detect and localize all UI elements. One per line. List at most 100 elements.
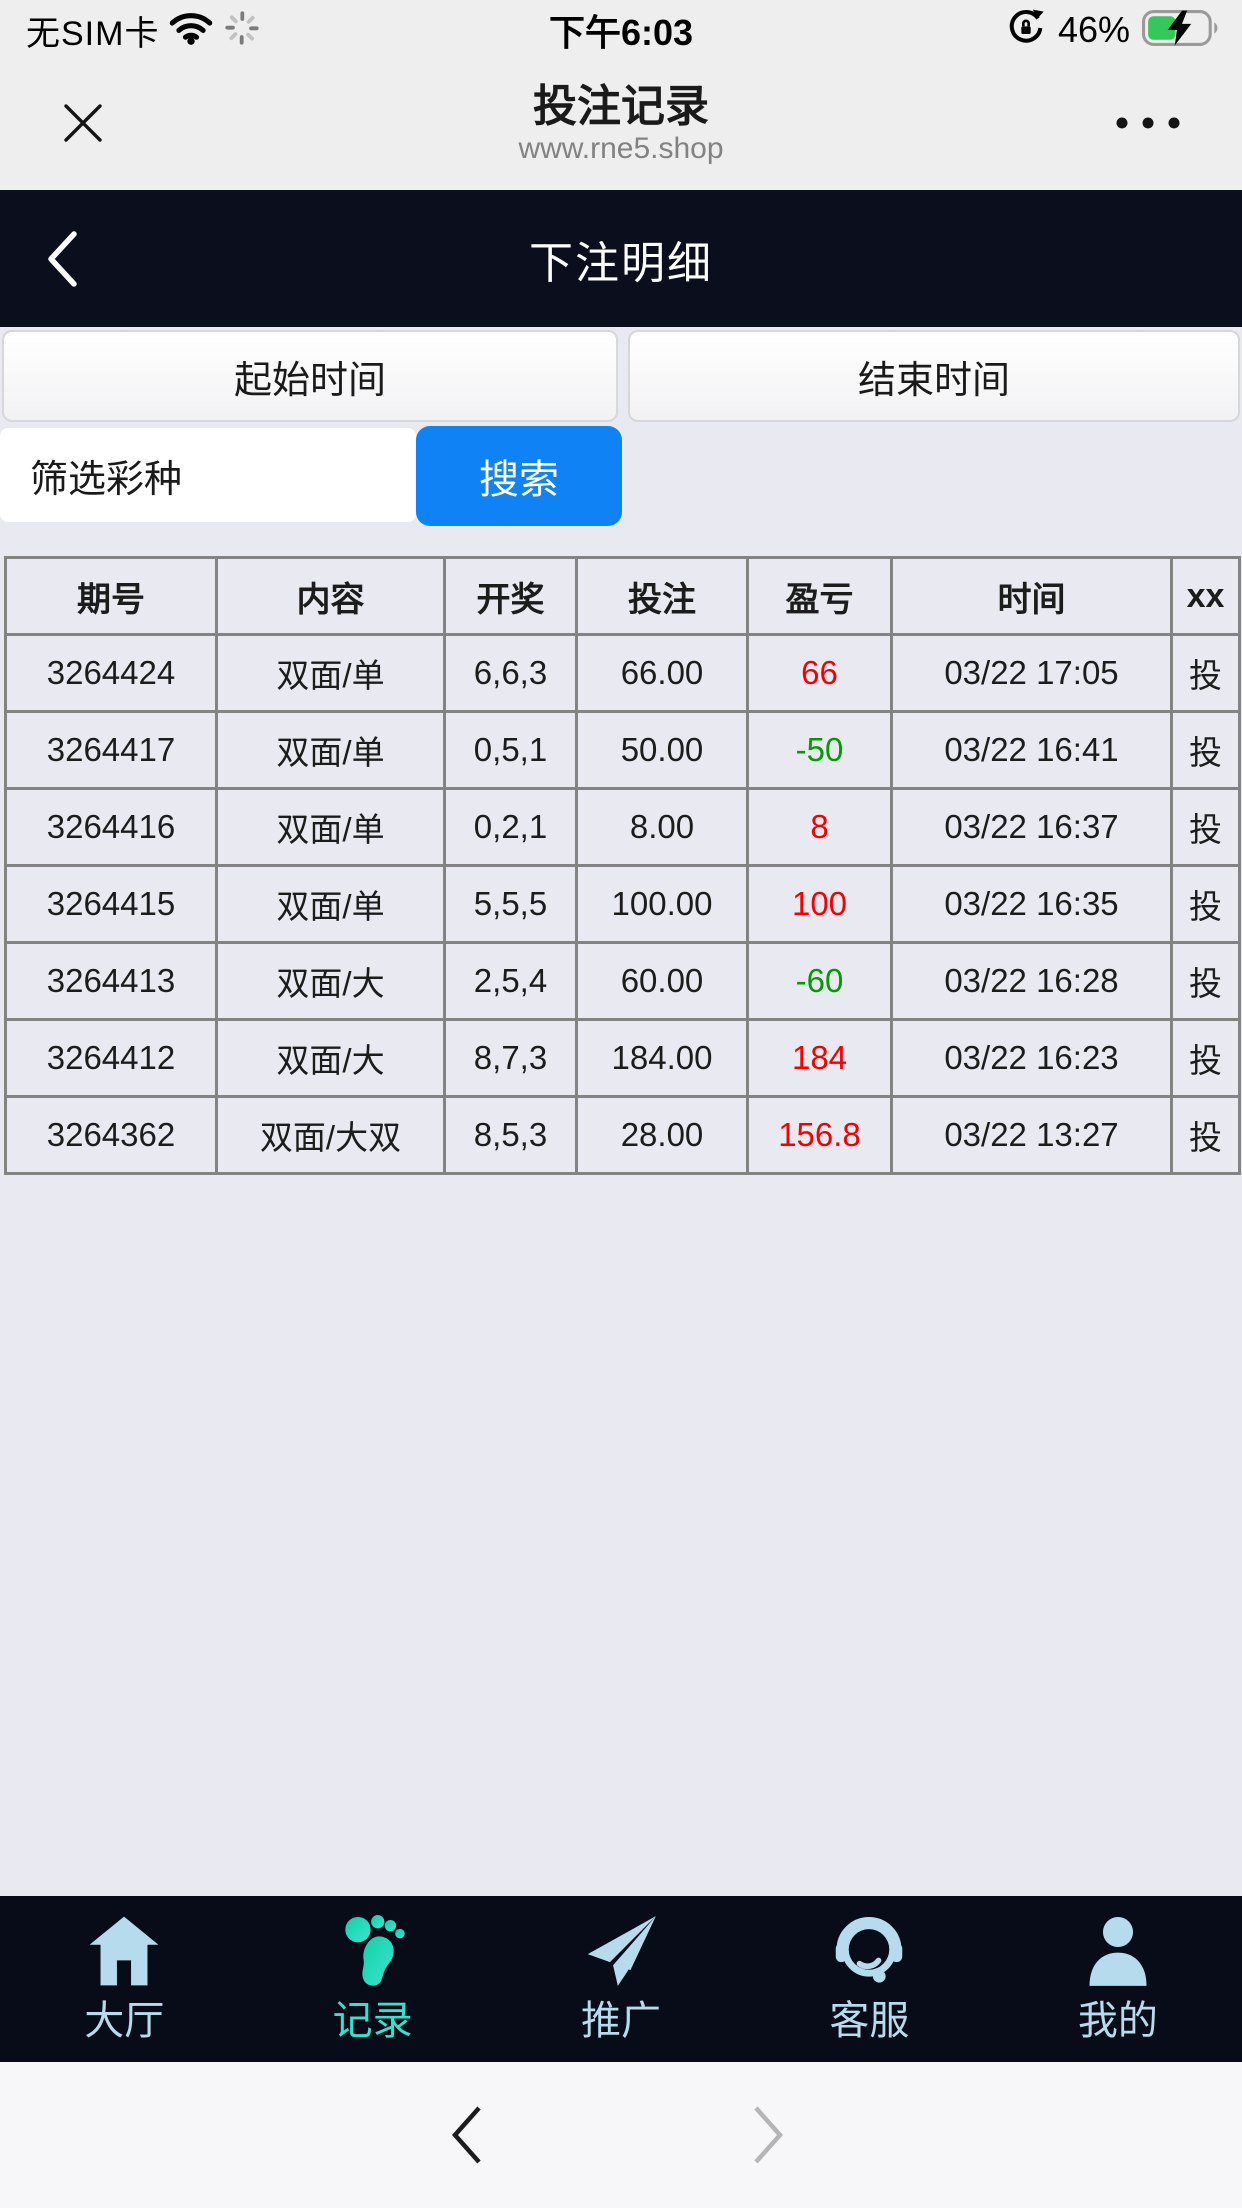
footprint-icon (334, 1912, 412, 1990)
page-url: www.rne5.shop (518, 132, 724, 165)
headset-icon (830, 1912, 908, 1990)
battery-charging-icon (1142, 9, 1222, 52)
draw-cell: 8,7,3 (443, 1018, 578, 1098)
time-cell: 03/22 16:41 (890, 710, 1173, 790)
table-body: 3264424 双面/单 6,6,3 66.00 66 03/22 17:05 投 32644… (4, 633, 1241, 1175)
profit-cell: 156.8 (746, 1095, 893, 1175)
battery-fill (1148, 15, 1176, 40)
draw-cell: 2,5,4 (443, 941, 578, 1021)
period-cell: 3264417 (4, 710, 218, 790)
table-row: 3264424 双面/单 6,6,3 66.00 66 03/22 17:05 投 (4, 633, 1241, 713)
profit-cell: 8 (746, 787, 893, 867)
content-cell: 双面/单 (215, 787, 446, 867)
home-icon (85, 1912, 163, 1990)
col-content: 内容 (215, 556, 446, 636)
draw-cell: 5,5,5 (443, 864, 578, 944)
table-row: 3264417 双面/单 0,5,1 50.00 -50 03/22 16:41 投 (4, 710, 1241, 790)
tab-records[interactable]: 记录 (248, 1896, 496, 2062)
tab-hall[interactable]: 大厅 (0, 1896, 248, 2062)
time-cell: 03/22 17:05 (890, 633, 1173, 713)
draw-cell: 0,5,1 (443, 710, 578, 790)
app-header: 下注明细 (0, 190, 1242, 327)
bet-cell: 50.00 (575, 710, 749, 790)
filter-row-search: 筛选彩种 搜索 (0, 426, 1242, 526)
action-cell[interactable]: 投 (1170, 710, 1241, 790)
nav-forward-icon[interactable] (748, 2104, 790, 2166)
content-cell: 双面/单 (215, 710, 446, 790)
tab-promotion-label: 推广 (581, 1999, 662, 2043)
action-cell[interactable]: 投 (1170, 864, 1241, 944)
col-time: 时间 (890, 556, 1173, 636)
action-cell[interactable]: 投 (1170, 1095, 1241, 1175)
clock-label: 下午6:03 (548, 12, 694, 53)
draw-cell: 8,5,3 (443, 1095, 578, 1175)
table-row: 3264415 双面/单 5,5,5 100.00 100 03/22 16:35 投 (4, 864, 1241, 944)
period-cell: 3264362 (4, 1095, 218, 1175)
bet-cell: 184.00 (575, 1018, 749, 1098)
bets-table: 期号 内容 开奖 投注 盈亏 时间 xx 3264424 双面/单 6,6,3 66.… (4, 556, 1241, 1175)
back-chevron-icon[interactable] (44, 230, 80, 288)
search-button[interactable]: 搜索 (416, 426, 622, 526)
tab-mine[interactable]: 我的 (994, 1896, 1242, 2062)
bet-cell: 66.00 (575, 633, 749, 713)
person-icon (1079, 1912, 1157, 1990)
period-cell: 3264415 (4, 864, 218, 944)
content-cell: 双面/大双 (215, 1095, 446, 1175)
wifi-icon (169, 11, 213, 50)
wechat-header: 投注记录 www.rne5.shop (0, 60, 1242, 190)
rotation-lock-icon (1006, 8, 1046, 53)
battery-percent-label: 46% (1057, 9, 1130, 50)
more-menu-icon[interactable] (1110, 108, 1186, 138)
paper-plane-icon (582, 1912, 660, 1990)
table-header-row: 期号 内容 开奖 投注 盈亏 时间 xx (4, 556, 1241, 636)
tab-bar: 大厅 (0, 1896, 1242, 2062)
tab-support-label: 客服 (829, 1999, 910, 2043)
profit-cell: 100 (746, 864, 893, 944)
lottery-type-select[interactable]: 筛选彩种 (0, 428, 416, 522)
bet-cell: 8.00 (575, 787, 749, 867)
app-header-title: 下注明细 (529, 238, 713, 288)
filter-row-dates: 起始时间 结束时间 (0, 330, 1242, 422)
nav-back-icon[interactable] (445, 2104, 487, 2166)
col-draw: 开奖 (443, 556, 578, 636)
draw-cell: 6,6,3 (443, 633, 578, 713)
time-cell: 03/22 16:23 (890, 1018, 1173, 1098)
period-cell: 3264413 (4, 941, 218, 1021)
page-title: 投注记录 (533, 82, 709, 131)
profit-cell: 66 (746, 633, 893, 713)
tab-records-label: 记录 (332, 1999, 413, 2043)
period-cell: 3264412 (4, 1018, 218, 1098)
table-row: 3264412 双面/大 8,7,3 184.00 184 03/22 16:23 投 (4, 1018, 1241, 1098)
action-cell[interactable]: 投 (1170, 633, 1241, 713)
tab-support[interactable]: 客服 (745, 1896, 993, 2062)
content-cell: 双面/大 (215, 1018, 446, 1098)
action-cell[interactable]: 投 (1170, 941, 1241, 1021)
content-cell: 双面/单 (215, 864, 446, 944)
start-time-input[interactable]: 起始时间 (2, 330, 618, 422)
tab-hall-label: 大厅 (84, 1999, 165, 2043)
time-cell: 03/22 16:28 (890, 941, 1173, 1021)
time-cell: 03/22 16:35 (890, 864, 1173, 944)
close-icon[interactable] (58, 98, 108, 148)
col-profit: 盈亏 (746, 556, 893, 636)
network-activity-spinner-icon (223, 9, 261, 52)
table-row: 3264362 双面/大双 8,5,3 28.00 156.8 03/22 13:27 投 (4, 1095, 1241, 1175)
period-cell: 3264424 (4, 633, 218, 713)
draw-cell: 0,2,1 (443, 787, 578, 867)
action-cell[interactable]: 投 (1170, 1018, 1241, 1098)
end-time-input[interactable]: 结束时间 (628, 330, 1240, 422)
profit-cell: 184 (746, 1018, 893, 1098)
tab-promotion[interactable]: 推广 (497, 1896, 745, 2062)
action-cell[interactable]: 投 (1170, 787, 1241, 867)
table-row: 3264413 双面/大 2,5,4 60.00 -60 03/22 16:28 投 (4, 941, 1241, 1021)
bet-cell: 100.00 (575, 864, 749, 944)
bet-cell: 60.00 (575, 941, 749, 1021)
time-cell: 03/22 13:27 (890, 1095, 1173, 1175)
content-cell: 双面/大 (215, 941, 446, 1021)
time-cell: 03/22 16:37 (890, 787, 1173, 867)
col-period: 期号 (4, 556, 218, 636)
carrier-label: 无SIM卡 (26, 14, 160, 53)
content-cell: 双面/单 (215, 633, 446, 713)
browser-nav-bar (0, 2062, 1242, 2208)
